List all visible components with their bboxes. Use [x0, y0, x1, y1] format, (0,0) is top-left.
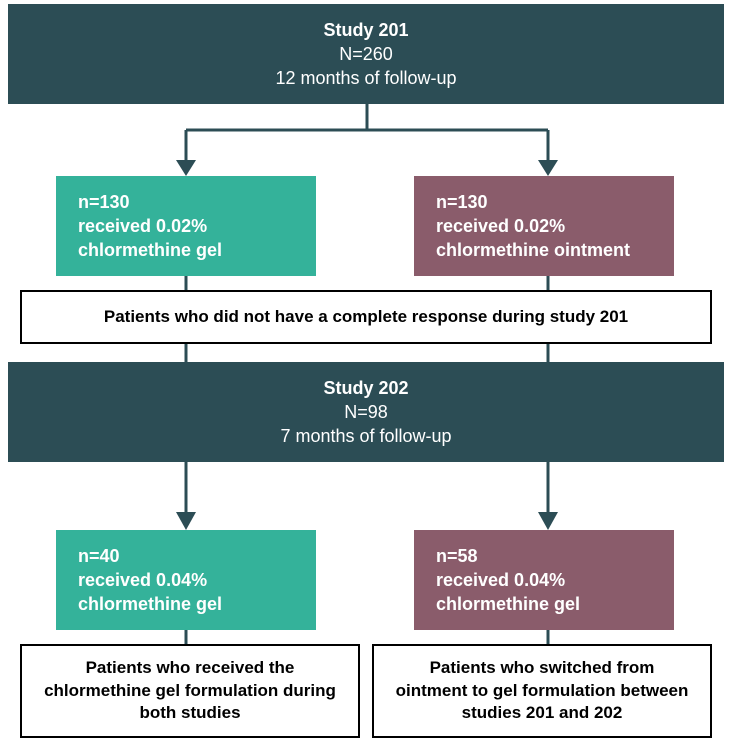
summary-right-l3: studies 201 and 202: [462, 702, 623, 725]
arm-202-left-n: n=40: [78, 544, 120, 568]
arm-202-left-l3: chlormethine gel: [78, 592, 222, 616]
arm-202-right-l2: received 0.04%: [436, 568, 565, 592]
down-lines-to-summary: [0, 630, 734, 644]
arm-201-gel-l2: received 0.02%: [78, 214, 207, 238]
arm-201-oint-l2: received 0.02%: [436, 214, 565, 238]
summary-left-l3: both studies: [139, 702, 240, 725]
nonresponders-text: Patients who did not have a complete res…: [104, 306, 628, 329]
study-201-n: N=260: [339, 42, 393, 66]
study-201-title: Study 201: [323, 18, 408, 42]
summary-left-l2: chlormethine gel formulation during: [44, 680, 336, 703]
arm-201-gel-l3: chlormethine gel: [78, 238, 222, 262]
arm-201-gel-box: n=130 received 0.02% chlormethine gel: [56, 176, 316, 276]
nonresponders-box: Patients who did not have a complete res…: [20, 290, 712, 344]
arm-201-oint-l3: chlormethine ointment: [436, 238, 630, 262]
summary-right-l2: ointment to gel formulation between: [396, 680, 689, 703]
summary-left-l1: Patients who received the: [86, 657, 295, 680]
summary-right-box: Patients who switched from ointment to g…: [372, 644, 712, 738]
study-202-followup: 7 months of follow-up: [280, 424, 451, 448]
arm-202-left-box: n=40 received 0.04% chlormethine gel: [56, 530, 316, 630]
arm-202-right-l3: chlormethine gel: [436, 592, 580, 616]
summary-right-l1: Patients who switched from: [430, 657, 655, 680]
study-202-n: N=98: [344, 400, 388, 424]
study-202-box: Study 202 N=98 7 months of follow-up: [8, 362, 724, 462]
study-201-followup: 12 months of follow-up: [275, 66, 456, 90]
study-201-box: Study 201 N=260 12 months of follow-up: [8, 4, 724, 104]
arm-201-oint-n: n=130: [436, 190, 488, 214]
study-202-title: Study 202: [323, 376, 408, 400]
arm-202-left-l2: received 0.04%: [78, 568, 207, 592]
summary-left-box: Patients who received the chlormethine g…: [20, 644, 360, 738]
arm-201-gel-n: n=130: [78, 190, 130, 214]
arm-202-right-n: n=58: [436, 544, 478, 568]
down-connectors-202: [0, 462, 734, 530]
split-connector-201: [0, 104, 734, 176]
arm-201-ointment-box: n=130 received 0.02% chlormethine ointme…: [414, 176, 674, 276]
arm-202-right-box: n=58 received 0.04% chlormethine gel: [414, 530, 674, 630]
